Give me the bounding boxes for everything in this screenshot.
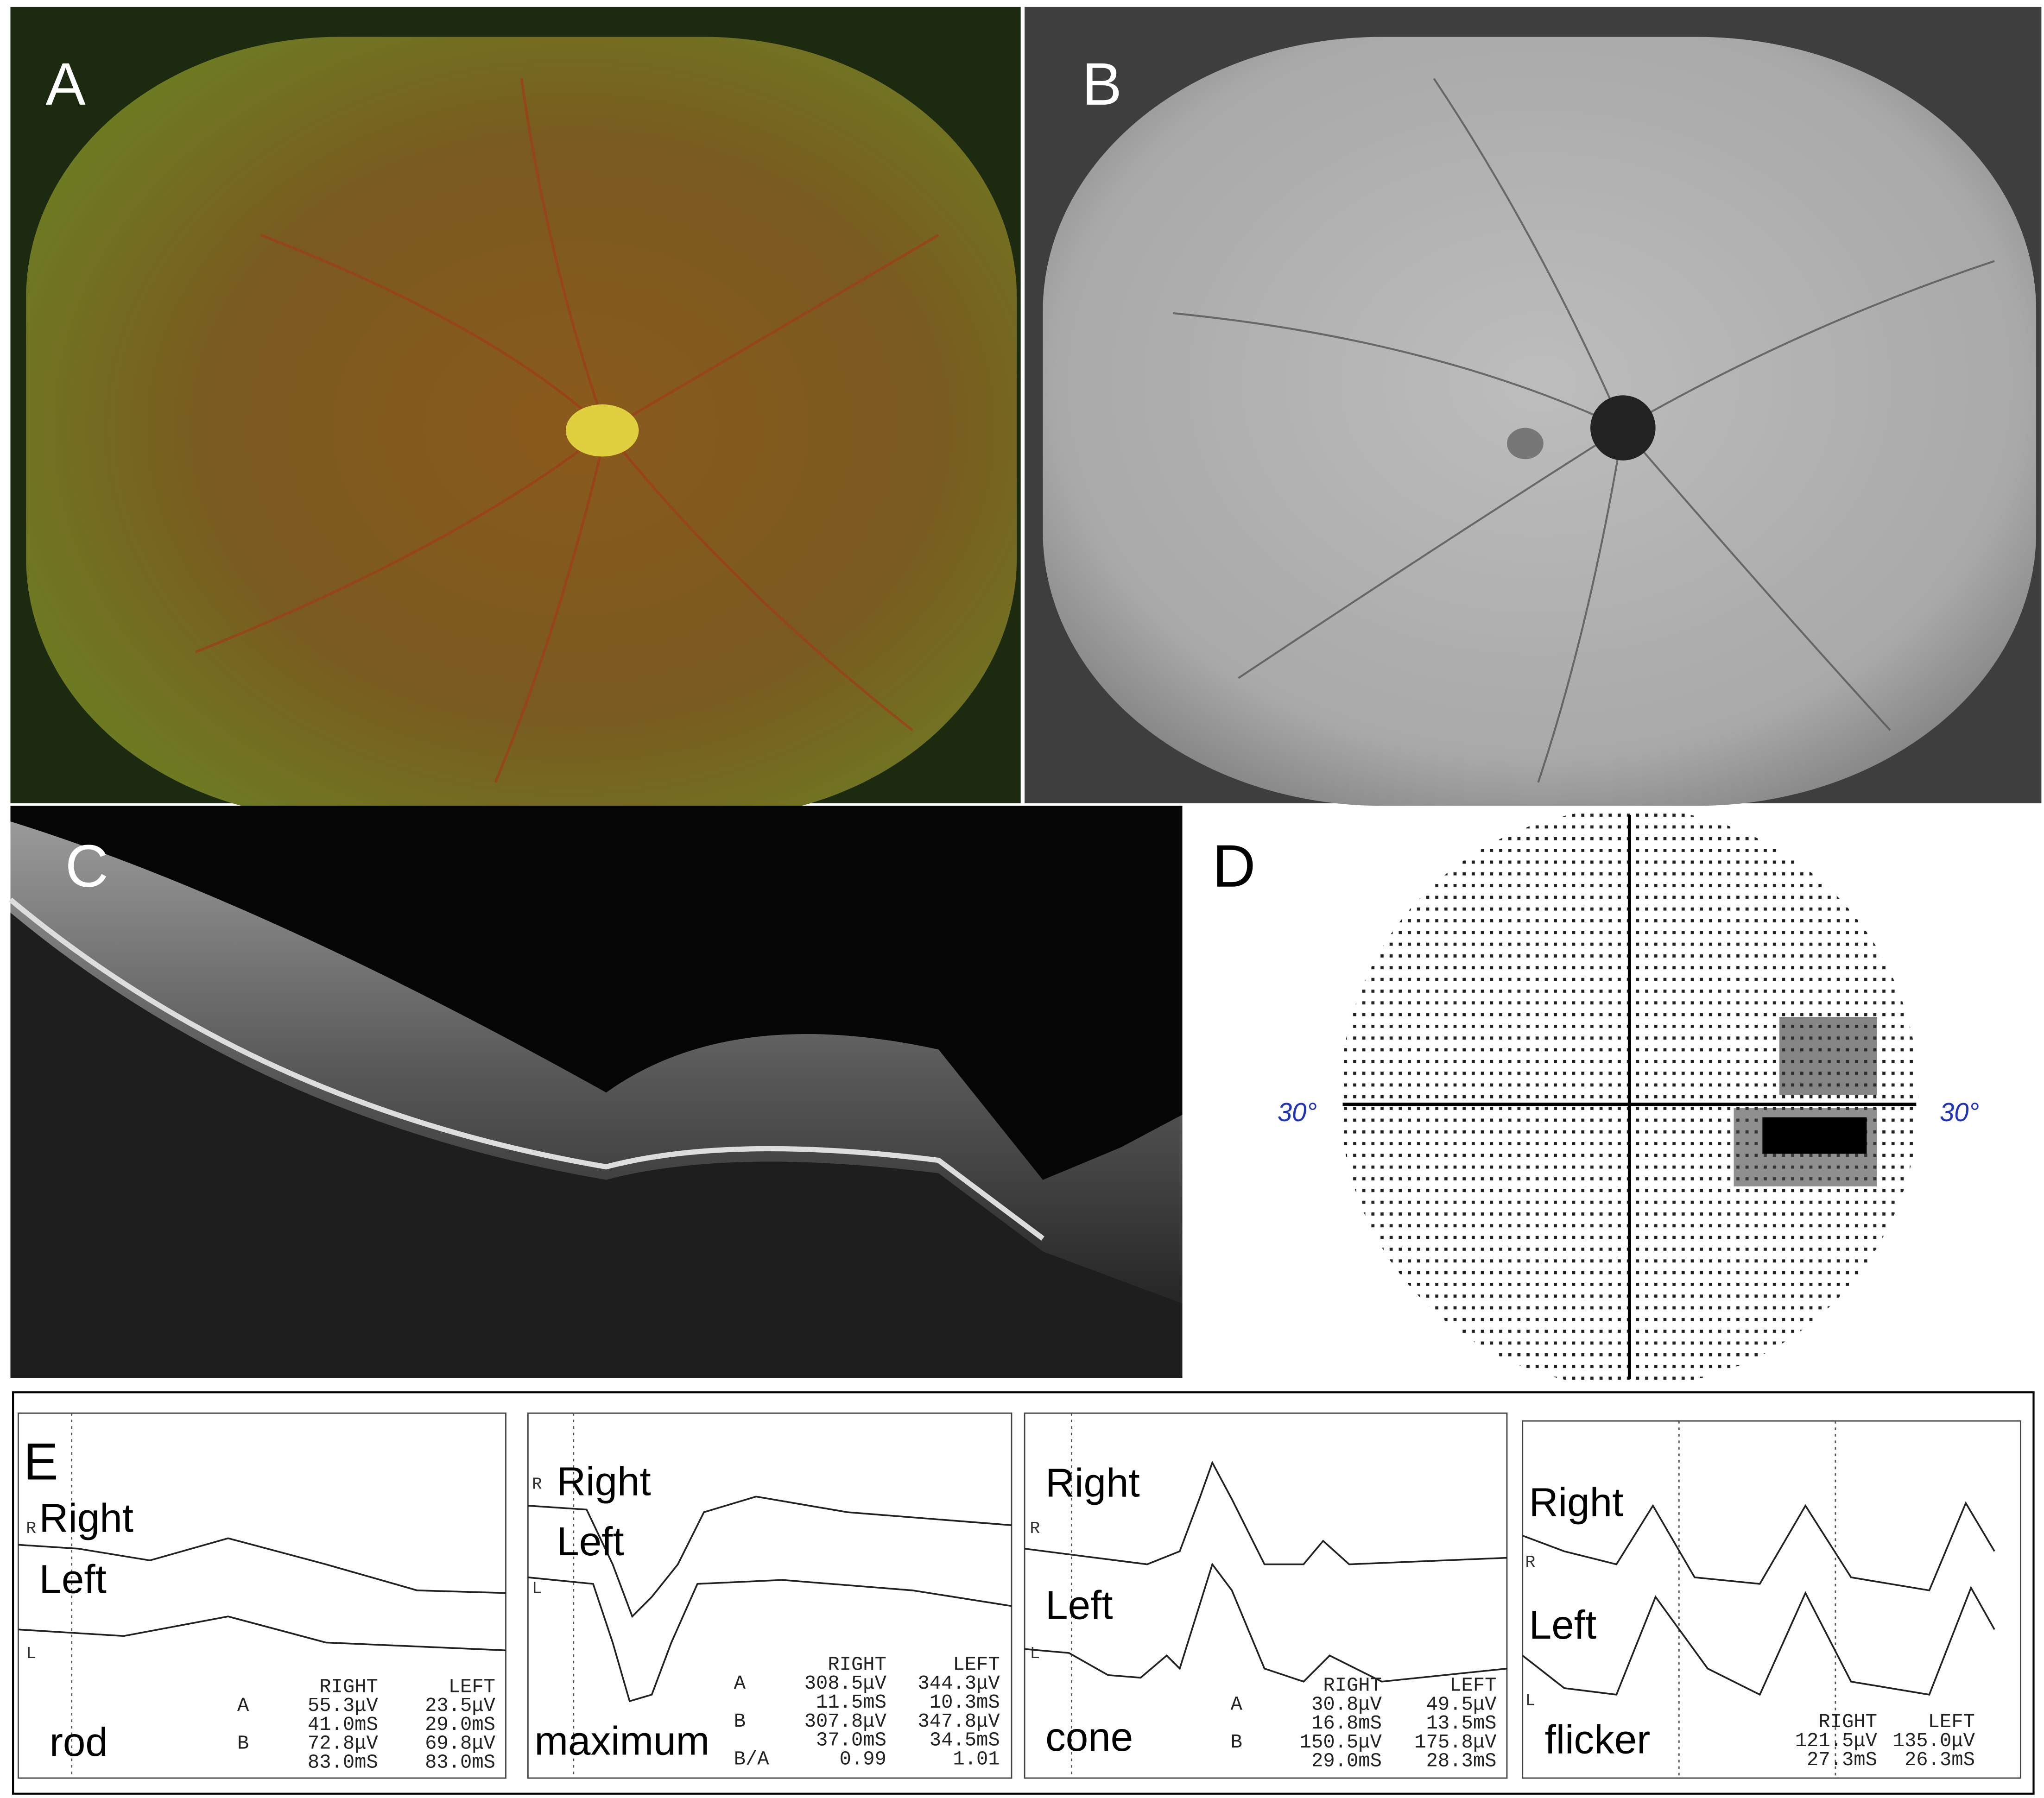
rpe bbox=[8, 897, 1044, 1241]
axis-letter: L bbox=[532, 1579, 542, 1598]
trace-label: Right bbox=[1529, 1480, 1624, 1525]
trace-label: Left bbox=[1045, 1583, 1113, 1628]
fundus-color bbox=[26, 37, 1017, 819]
vessels bbox=[1173, 78, 1995, 783]
row-label: B/A bbox=[734, 1748, 770, 1770]
table-cell: 10.3mS bbox=[930, 1691, 1000, 1714]
trace-label: Right bbox=[1045, 1460, 1140, 1505]
table-cell: 135.0μV bbox=[1893, 1730, 1975, 1752]
table-cell: 1.01 bbox=[953, 1748, 1000, 1770]
optic-disc bbox=[1590, 395, 1656, 461]
table-cell: 11.5mS bbox=[816, 1691, 886, 1714]
retina bbox=[10, 821, 1183, 1304]
panel-label: C bbox=[65, 833, 108, 900]
table-cell: 83.0mS bbox=[425, 1751, 495, 1773]
trace-label: Left bbox=[557, 1519, 624, 1564]
table-cell: 23.5μV bbox=[425, 1695, 496, 1717]
axis-letter: L bbox=[1525, 1691, 1535, 1710]
panel-label: A bbox=[45, 51, 86, 118]
table-cell: 55.3μV bbox=[308, 1695, 379, 1717]
table-cell: 49.5μV bbox=[1426, 1693, 1497, 1716]
table-cell: 347.8μV bbox=[918, 1710, 1000, 1733]
table-cell: 28.3mS bbox=[1426, 1750, 1497, 1773]
erg-dotted bbox=[71, 1413, 1836, 1778]
axis-label: 30° bbox=[1940, 1098, 1979, 1127]
table-header: RIGHT bbox=[319, 1676, 378, 1698]
erg-traces bbox=[18, 1460, 1995, 1703]
table-cell: 72.8μV bbox=[308, 1733, 379, 1755]
table-cell: 0.99 bbox=[840, 1748, 886, 1770]
table-cell: 16.8mS bbox=[1311, 1712, 1382, 1735]
field-axes bbox=[1342, 815, 1917, 1380]
axis-label: 30° bbox=[1278, 1098, 1317, 1127]
vessels bbox=[195, 78, 939, 783]
optic-disc bbox=[565, 404, 639, 457]
table-header: RIGHT bbox=[828, 1653, 886, 1676]
table-cell: 29.0mS bbox=[1311, 1750, 1382, 1773]
panel-label: E bbox=[24, 1432, 58, 1491]
axis-letter: L bbox=[1030, 1644, 1040, 1663]
protocol-name: cone bbox=[1045, 1715, 1133, 1760]
table-cell: 41.0mS bbox=[308, 1714, 378, 1736]
table-header: RIGHT bbox=[1818, 1711, 1877, 1733]
trace-label: Right bbox=[39, 1495, 133, 1540]
table-header: LEFT bbox=[1449, 1674, 1496, 1697]
table-cell: 175.8μV bbox=[1414, 1731, 1497, 1754]
axis-letter: R bbox=[26, 1519, 36, 1538]
axis-letter: R bbox=[1030, 1519, 1040, 1538]
table-cell: 69.8μV bbox=[425, 1733, 496, 1755]
row-label: B bbox=[237, 1733, 249, 1755]
protocol-name: maximum bbox=[534, 1718, 709, 1763]
row-label: A bbox=[734, 1672, 746, 1695]
trace-label: Left bbox=[39, 1557, 106, 1602]
table-header: LEFT bbox=[1928, 1711, 1975, 1733]
row-label: A bbox=[1231, 1693, 1243, 1716]
table-cell: 83.0mS bbox=[308, 1751, 378, 1773]
table-cell: 307.8μV bbox=[804, 1710, 887, 1733]
axis-letter: R bbox=[1525, 1553, 1535, 1572]
table-header: LEFT bbox=[449, 1676, 495, 1698]
table-cell: 30.8μV bbox=[1311, 1693, 1382, 1716]
table-header: RIGHT bbox=[1323, 1674, 1382, 1697]
fundus-af bbox=[1043, 37, 2037, 806]
axis-letter: L bbox=[26, 1644, 36, 1663]
protocol-name: flicker bbox=[1545, 1717, 1651, 1762]
protocol-name: rod bbox=[50, 1720, 108, 1765]
panel-label: B bbox=[1082, 51, 1122, 118]
table-cell: 34.5mS bbox=[930, 1729, 1000, 1752]
row-label: B bbox=[734, 1710, 746, 1733]
erg-frames bbox=[17, 1412, 2021, 1779]
axis-letter: R bbox=[532, 1475, 542, 1494]
choroid bbox=[10, 913, 1183, 1378]
table-cell: 344.3μV bbox=[918, 1672, 1000, 1695]
trace-label: Right bbox=[557, 1459, 651, 1504]
table-cell: 150.5μV bbox=[1300, 1731, 1382, 1754]
table-cell: 308.5μV bbox=[804, 1672, 887, 1695]
fovea bbox=[1506, 428, 1544, 460]
table-cell: 13.5mS bbox=[1426, 1712, 1497, 1735]
table-cell: 29.0mS bbox=[425, 1714, 495, 1736]
table-cell: 26.3mS bbox=[1905, 1749, 1975, 1771]
trace-label: Left bbox=[1529, 1602, 1596, 1647]
table-cell: 27.3mS bbox=[1807, 1749, 1877, 1771]
panel-e-frame bbox=[12, 1391, 2035, 1795]
panel-label: D bbox=[1212, 833, 1255, 900]
row-label: B bbox=[1231, 1731, 1242, 1754]
table-cell: 121.5μV bbox=[1795, 1730, 1878, 1752]
table-cell: 37.0mS bbox=[816, 1729, 886, 1752]
row-label: A bbox=[237, 1695, 249, 1717]
table-header: LEFT bbox=[953, 1653, 1000, 1676]
